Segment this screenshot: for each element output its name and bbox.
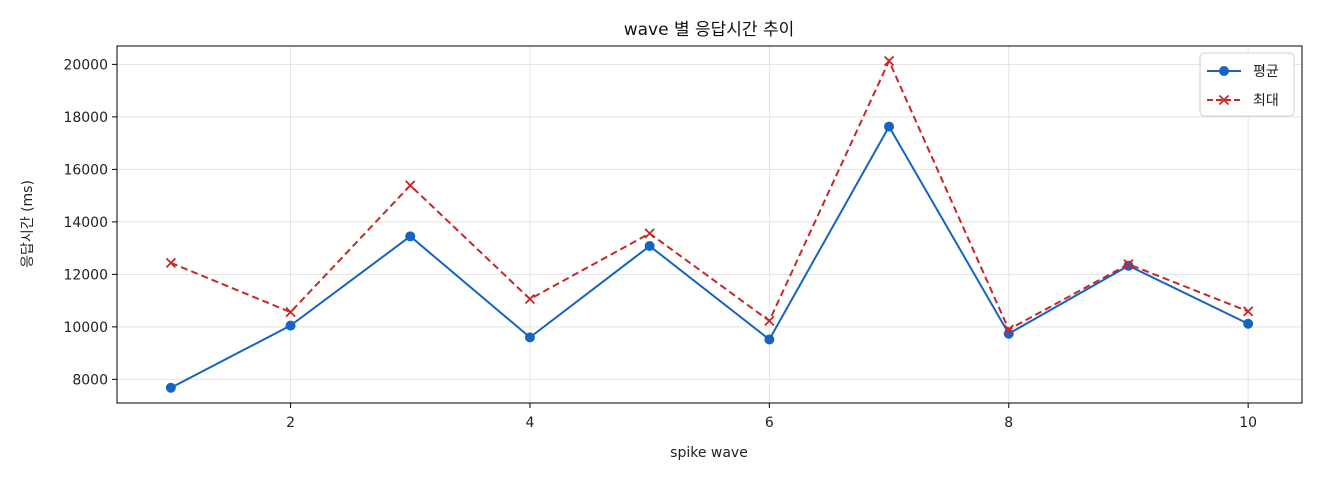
y-tick-label: 20000 [63, 57, 108, 73]
data-point [644, 241, 655, 252]
data-point [644, 228, 655, 239]
data-point [764, 334, 775, 345]
x-tick-label: 8 [1004, 415, 1013, 431]
y-tick-label: 12000 [63, 267, 108, 283]
series-line [170, 58, 1249, 331]
y-axis: 8000 10000 12000 14000 16000 18000 20000 [63, 57, 117, 388]
plot-area-frame [116, 45, 1303, 404]
data-point [405, 231, 416, 242]
data-point [285, 307, 296, 318]
x-tick-label: 10 [1239, 415, 1257, 431]
x-tick-label: 4 [525, 415, 534, 431]
series-average [165, 121, 1254, 393]
legend-item: 평균 [1207, 64, 1279, 80]
legend-box [1199, 52, 1295, 117]
x-tick-label: 6 [765, 415, 774, 431]
series-layer [165, 55, 1254, 393]
legend-marker [1218, 94, 1230, 106]
y-axis-title: 응답시간 (ms) [20, 180, 36, 268]
y-tick-label: 8000 [72, 372, 108, 388]
data-point [285, 320, 296, 331]
data-point [764, 315, 775, 326]
data-point [165, 257, 177, 268]
data-point [1123, 259, 1134, 270]
grid [117, 46, 1302, 403]
x-axis: 2 4 6 8 10 [286, 403, 1257, 431]
y-tick-label: 18000 [63, 110, 108, 126]
data-point [1123, 260, 1134, 271]
chart-title: wave 별 응답시간 추이 [624, 20, 795, 40]
x-axis-title: spike wave [670, 445, 748, 461]
data-point [884, 121, 895, 132]
data-point [1003, 324, 1014, 335]
y-tick-label: 10000 [63, 320, 108, 336]
data-point [405, 180, 416, 191]
data-point [1243, 306, 1254, 317]
legend-label: 최대 [1253, 93, 1279, 109]
data-point [165, 382, 176, 393]
series-line [170, 124, 1249, 389]
legend-label: 평균 [1253, 64, 1279, 80]
data-point [524, 293, 536, 305]
y-tick-label: 16000 [63, 162, 108, 178]
legend-item: 최대 [1207, 93, 1279, 109]
x-tick-label: 2 [286, 415, 295, 431]
data-point [524, 332, 535, 343]
legend-marker [1219, 66, 1229, 76]
y-tick-label: 14000 [63, 215, 108, 231]
data-point [1243, 318, 1254, 329]
series-max [165, 55, 1254, 335]
data-point [883, 55, 895, 67]
